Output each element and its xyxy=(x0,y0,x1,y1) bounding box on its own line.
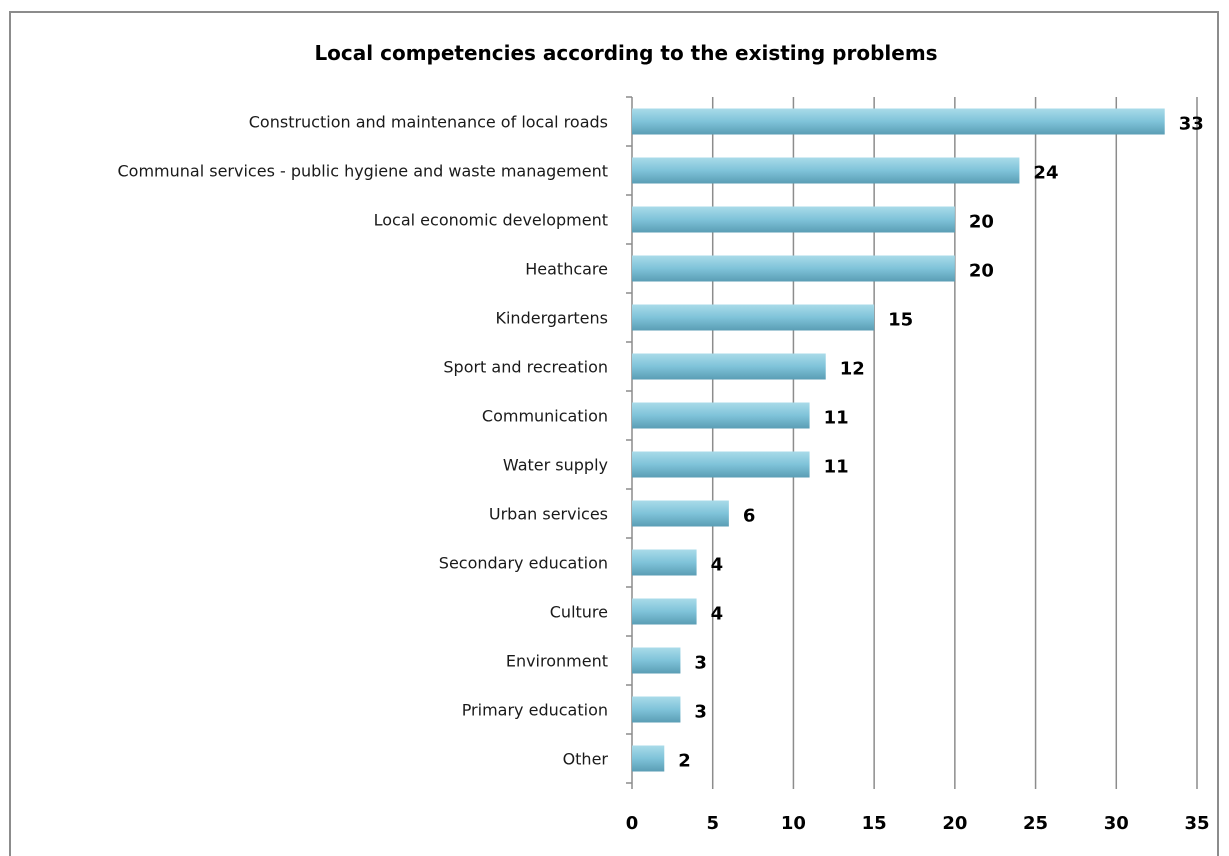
category-label: Environment xyxy=(506,652,608,671)
x-tick-label: 15 xyxy=(862,813,887,834)
bar xyxy=(632,255,955,282)
bar xyxy=(632,745,665,772)
bar xyxy=(632,304,875,331)
category-label: Primary education xyxy=(462,701,608,720)
value-label: 15 xyxy=(888,310,913,331)
x-tick-label: 25 xyxy=(1023,813,1048,834)
category-label: Heathcare xyxy=(525,260,608,279)
bars xyxy=(632,108,1165,772)
value-label: 2 xyxy=(678,751,691,772)
bar xyxy=(632,598,697,625)
bar xyxy=(632,353,826,380)
bar xyxy=(632,206,955,233)
category-label: Culture xyxy=(550,603,608,622)
value-label: 24 xyxy=(1033,163,1058,184)
value-label: 20 xyxy=(969,212,994,233)
value-label: 4 xyxy=(711,555,724,576)
chart-title: Local competencies according to the exis… xyxy=(314,41,937,65)
x-tick-label: 20 xyxy=(942,813,967,834)
category-label: Kindergartens xyxy=(495,309,608,328)
x-tick-label: 35 xyxy=(1184,813,1209,834)
x-tick-label: 0 xyxy=(626,813,639,834)
value-label: 12 xyxy=(840,359,865,380)
category-label: Other xyxy=(563,750,609,769)
gridlines xyxy=(626,96,1198,789)
category-label: Local economic development xyxy=(374,211,608,230)
value-label: 20 xyxy=(969,261,994,282)
bar xyxy=(632,500,729,527)
category-label: Communal services - public hygiene and w… xyxy=(118,162,609,181)
x-tick-label: 30 xyxy=(1104,813,1129,834)
value-label: 11 xyxy=(824,457,849,478)
bar xyxy=(632,402,810,429)
category-label: Secondary education xyxy=(439,554,608,573)
category-label: Communication xyxy=(482,407,608,426)
category-label: Construction and maintenance of local ro… xyxy=(249,113,608,132)
bar xyxy=(632,157,1020,184)
bar xyxy=(632,549,697,576)
x-tick-labels: 0 5 10 15 20 25 30 35 xyxy=(626,813,1210,834)
bar xyxy=(632,108,1165,135)
value-label: 6 xyxy=(743,506,756,527)
value-label: 3 xyxy=(694,653,707,674)
value-label: 3 xyxy=(694,702,707,723)
category-label: Urban services xyxy=(489,505,608,524)
bar xyxy=(632,696,681,723)
category-label: Water supply xyxy=(503,456,608,475)
x-tick-label: 10 xyxy=(781,813,806,834)
bar xyxy=(632,647,681,674)
value-label: 4 xyxy=(711,604,724,625)
chart-frame xyxy=(9,11,1219,856)
x-tick-label: 5 xyxy=(706,813,719,834)
bar xyxy=(632,451,810,478)
value-label: 11 xyxy=(824,408,849,429)
category-labels: Construction and maintenance of local ro… xyxy=(118,113,609,769)
category-label: Sport and recreation xyxy=(443,358,608,377)
value-label: 33 xyxy=(1179,114,1204,135)
